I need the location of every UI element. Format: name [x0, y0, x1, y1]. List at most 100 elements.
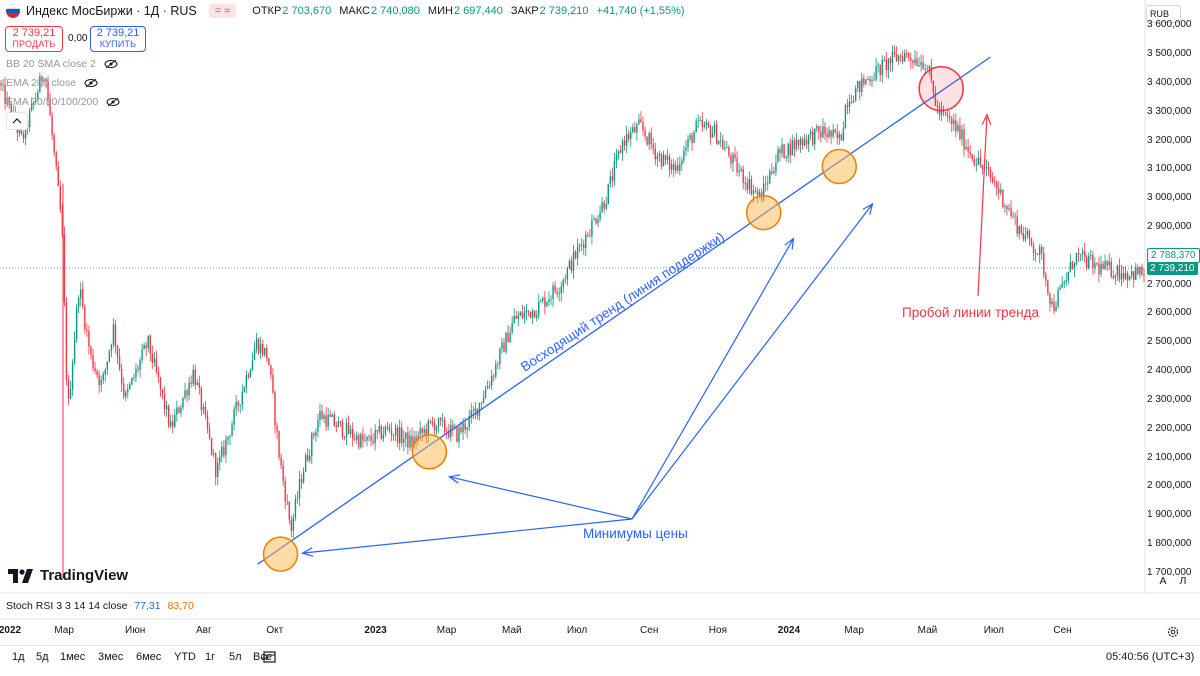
candle-body [106, 361, 109, 370]
candle-body [1055, 306, 1057, 311]
candle-body [681, 160, 683, 165]
range-button-3[interactable]: 3мес [98, 651, 124, 663]
candle-body [57, 166, 59, 187]
candle-body [820, 131, 822, 138]
candle-body [210, 437, 213, 455]
candle-body [517, 315, 519, 319]
candle-body [439, 417, 442, 421]
stoch-d-value: 83,70 [167, 600, 194, 612]
annotation-overlay [257, 56, 992, 572]
candle-body [143, 344, 145, 350]
candle-body [351, 429, 354, 439]
candle-body [705, 123, 708, 125]
candle-body [628, 133, 630, 139]
collapse-indicators-button[interactable] [6, 112, 28, 130]
candle-body [268, 358, 270, 366]
candle-body [525, 310, 528, 313]
candle-body [292, 517, 295, 531]
candle-body [748, 178, 751, 190]
candle-body [464, 423, 466, 430]
indicator-bb[interactable]: BB 20 SMA close 2 [6, 58, 118, 70]
candle-body [603, 202, 605, 209]
candle-body [736, 157, 738, 173]
candle-body [542, 297, 544, 301]
candle-body [39, 76, 41, 93]
gear-icon[interactable] [1166, 625, 1180, 639]
sell-label: ПРОДАТЬ [12, 39, 56, 49]
candle-body [664, 154, 667, 161]
range-button-7[interactable]: 5л [229, 651, 242, 663]
candle-body [750, 178, 753, 195]
candle-body [775, 162, 777, 172]
candle-body [10, 103, 12, 119]
indicator-ema200[interactable]: EMA 200 close [6, 77, 98, 89]
candle-body [151, 353, 154, 363]
buy-button[interactable]: 2 739,21 КУПИТЬ [90, 26, 146, 52]
breakout-arrow-head [981, 113, 992, 126]
candle-body [345, 423, 348, 438]
date-range-calendar-icon[interactable] [261, 649, 277, 665]
currency-selector[interactable]: RUB [1146, 5, 1181, 23]
candle-body [237, 401, 239, 406]
candle-body [828, 130, 830, 138]
hidden-eye-icon[interactable] [106, 97, 120, 107]
candle-body [327, 414, 329, 427]
range-button-1[interactable]: 5д [36, 651, 49, 663]
candle-body [286, 501, 288, 503]
tradingview-logo[interactable]: TradingView [8, 567, 128, 584]
candle-body [71, 363, 74, 390]
candle-body [875, 66, 877, 80]
candle-body [957, 125, 959, 131]
stoch-rsi-legend[interactable]: Stoch RSI 3 3 14 14 close 77,31 83,70 [6, 600, 194, 612]
candle-body [1071, 261, 1074, 269]
auto-scale-button[interactable]: A [1159, 575, 1167, 587]
indicator-ema-multi-label: EMA 20/50/100/200 [6, 96, 99, 108]
candle-body [926, 68, 928, 70]
candle-body [165, 405, 168, 410]
candle-body [826, 134, 828, 138]
candle-body [832, 129, 834, 137]
price-axis-label: 3 600,000 [1147, 19, 1192, 31]
range-button-8[interactable]: Все [253, 651, 272, 663]
hidden-eye-icon[interactable] [84, 78, 98, 88]
clock[interactable]: 05:40:56 (UTC+3) [1106, 651, 1195, 663]
candle-body [129, 384, 131, 389]
candle-body [59, 186, 61, 210]
candle-body [1098, 263, 1100, 275]
compare-badge[interactable]: = ≈ [208, 4, 237, 18]
candle-body [652, 144, 654, 149]
candle-body [593, 218, 595, 220]
upper-price-tag: 2 788,370 [1147, 248, 1200, 263]
candle-body [84, 306, 86, 330]
candle-body [1020, 225, 1022, 234]
candle-body [325, 415, 327, 427]
range-button-4[interactable]: 6мес [136, 651, 162, 663]
candle-body [687, 138, 689, 148]
candle-body [1075, 253, 1078, 265]
candle-body [110, 344, 113, 351]
range-button-6[interactable]: 1г [205, 651, 216, 663]
candle-body [98, 375, 100, 385]
candle-body [133, 377, 135, 379]
range-button-0[interactable]: 1д [12, 651, 25, 663]
range-button-5[interactable]: YTD [174, 651, 196, 663]
symbol-title[interactable]: Индекс МосБиржи · 1Д · RUS [26, 4, 197, 18]
indicator-ema-multi[interactable]: EMA 20/50/100/200 [6, 96, 120, 108]
candle-body [139, 360, 141, 370]
sell-button[interactable]: 2 739,21 ПРОДАТЬ [5, 26, 63, 52]
tradingview-logo-icon [8, 568, 33, 583]
candle-body [388, 427, 391, 431]
candle-body [531, 310, 534, 318]
hidden-eye-icon[interactable] [104, 59, 118, 69]
candle-body [67, 379, 70, 399]
log-scale-button[interactable]: Л [1179, 575, 1187, 587]
candle-body [296, 497, 299, 499]
range-button-2[interactable]: 1мес [60, 651, 86, 663]
candle-body [580, 244, 583, 246]
candle-body [977, 157, 980, 165]
candle-body [746, 182, 748, 190]
candle-body [617, 150, 620, 156]
candle-body [668, 156, 671, 170]
candle-body [854, 88, 857, 102]
